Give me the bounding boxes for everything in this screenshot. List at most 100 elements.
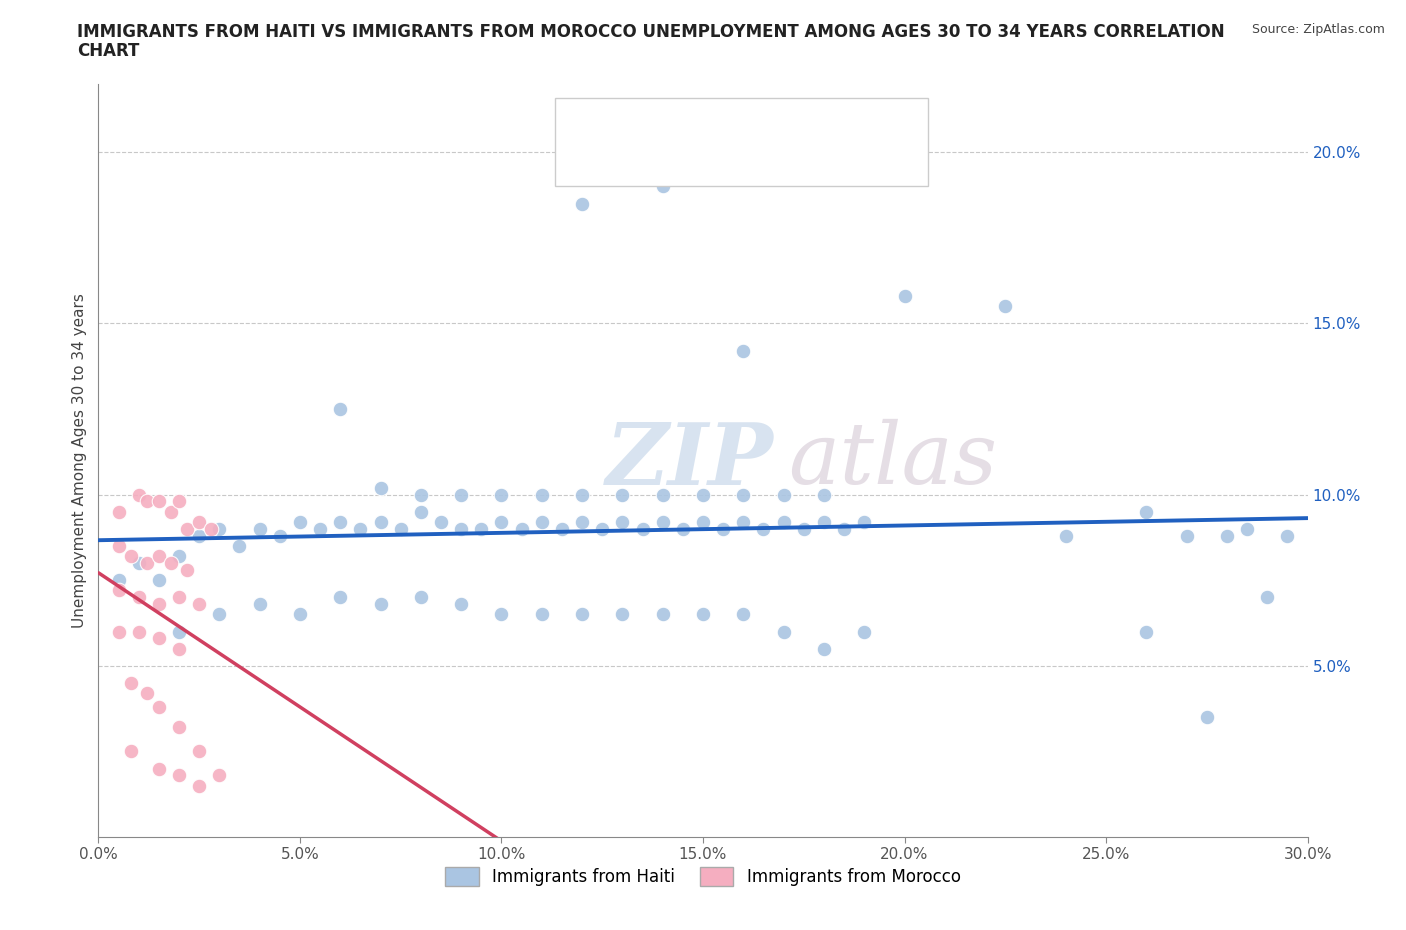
Point: [692, 514, 714, 529]
Point: [409, 487, 432, 502]
Point: [107, 538, 129, 553]
Point: [148, 631, 170, 645]
Point: [571, 607, 593, 622]
Bar: [569, 145, 602, 175]
Point: [994, 299, 1017, 313]
Point: [772, 514, 794, 529]
Point: [128, 487, 150, 502]
Point: [470, 522, 492, 537]
Point: [120, 744, 142, 759]
Point: [591, 522, 613, 537]
Text: CHART: CHART: [77, 42, 139, 60]
Point: [128, 555, 150, 570]
Point: [167, 720, 190, 735]
Point: [208, 768, 231, 783]
Point: [1135, 504, 1157, 519]
Point: [188, 528, 211, 543]
Point: [692, 607, 714, 622]
Point: [612, 514, 634, 529]
Point: [651, 607, 673, 622]
Point: [409, 504, 432, 519]
Point: [128, 624, 150, 639]
Point: [733, 343, 755, 358]
Point: [389, 522, 412, 537]
Point: [107, 583, 129, 598]
Point: [208, 607, 231, 622]
Point: [491, 514, 513, 529]
Point: [409, 590, 432, 604]
Point: [1054, 528, 1077, 543]
Point: [148, 549, 170, 564]
Point: [793, 522, 815, 537]
Point: [269, 528, 291, 543]
Point: [135, 494, 157, 509]
Point: [370, 597, 392, 612]
Legend: Immigrants from Haiti, Immigrants from Morocco: Immigrants from Haiti, Immigrants from M…: [439, 860, 967, 893]
Point: [128, 590, 150, 604]
Point: [711, 522, 734, 537]
Text: ZIP: ZIP: [606, 418, 775, 502]
Point: [288, 607, 311, 622]
Point: [107, 624, 129, 639]
Point: [349, 522, 371, 537]
Point: [120, 675, 142, 690]
Text: 24: 24: [828, 151, 851, 169]
Point: [208, 522, 231, 537]
Point: [288, 514, 311, 529]
Point: [167, 549, 190, 564]
Text: 0.123: 0.123: [671, 113, 723, 132]
Point: [188, 514, 211, 529]
Point: [370, 514, 392, 529]
Point: [107, 573, 129, 588]
Point: [176, 522, 198, 537]
Point: [160, 555, 183, 570]
Point: [188, 778, 211, 793]
Point: [1135, 624, 1157, 639]
Point: [309, 522, 332, 537]
Point: [148, 573, 170, 588]
Text: -0.273: -0.273: [671, 151, 730, 169]
Point: [631, 522, 654, 537]
Point: [167, 624, 190, 639]
Point: [510, 522, 533, 537]
Point: [329, 590, 352, 604]
Point: [188, 597, 211, 612]
Point: [107, 504, 129, 519]
Text: 73: 73: [828, 113, 851, 132]
Point: [813, 487, 835, 502]
Point: [692, 487, 714, 502]
Point: [200, 522, 222, 537]
Point: [530, 487, 553, 502]
Point: [450, 522, 472, 537]
Point: [651, 179, 673, 193]
Point: [530, 607, 553, 622]
Point: [148, 761, 170, 776]
Point: [1216, 528, 1239, 543]
Point: [135, 555, 157, 570]
Point: [651, 514, 673, 529]
Point: [167, 494, 190, 509]
Point: [167, 642, 190, 657]
Point: [430, 514, 453, 529]
Point: [249, 597, 271, 612]
Point: [672, 522, 695, 537]
Text: N =: N =: [770, 113, 801, 132]
Point: [491, 607, 513, 622]
Point: [1277, 528, 1299, 543]
Point: [135, 685, 157, 700]
Point: [148, 699, 170, 714]
Text: Source: ZipAtlas.com: Source: ZipAtlas.com: [1251, 23, 1385, 36]
Point: [167, 768, 190, 783]
Point: [612, 487, 634, 502]
Text: R =: R =: [613, 151, 644, 169]
Point: [148, 597, 170, 612]
Point: [120, 549, 142, 564]
Point: [853, 514, 876, 529]
Point: [1256, 590, 1278, 604]
Point: [188, 744, 211, 759]
Point: [752, 522, 775, 537]
Point: [450, 487, 472, 502]
Point: [813, 514, 835, 529]
Y-axis label: Unemployment Among Ages 30 to 34 years: Unemployment Among Ages 30 to 34 years: [72, 293, 87, 628]
Bar: [569, 108, 602, 138]
